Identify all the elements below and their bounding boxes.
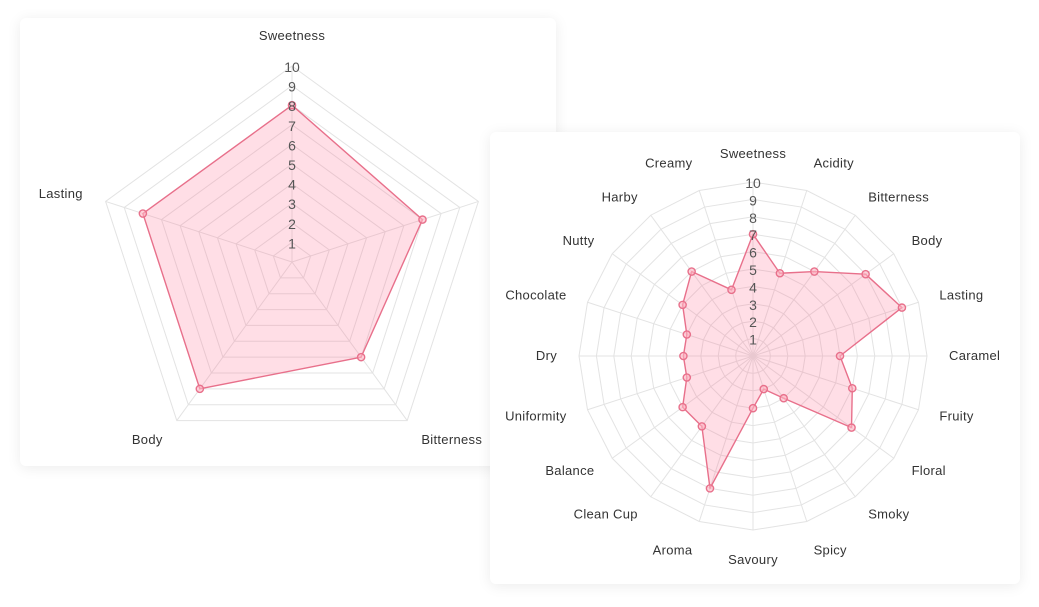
axis-label: Clean Cup <box>574 507 638 522</box>
radar-chart-2: 1 23 456 78 910 Sweetness Acidity Bitterness Bod… <box>505 146 1000 567</box>
spoke-line <box>698 190 754 357</box>
data-point[interactable] <box>759 384 769 394</box>
grid-ring <box>179 143 405 358</box>
axis-label: Uniformity <box>505 409 567 424</box>
spoke-line <box>752 214 856 357</box>
axis-label: Smoky <box>868 507 909 522</box>
tick-label: 2 <box>288 216 296 232</box>
spoke-line <box>650 214 754 357</box>
axis-label: Aroma <box>653 542 693 557</box>
data-point[interactable] <box>678 402 687 412</box>
spoke-line <box>587 301 754 357</box>
grid-ring <box>198 163 386 342</box>
spoke-line <box>752 355 808 522</box>
data-point[interactable] <box>195 384 205 394</box>
data-point[interactable] <box>356 352 366 362</box>
data-point[interactable] <box>897 303 907 312</box>
spoke-line <box>752 355 919 411</box>
spoke-line <box>105 200 293 263</box>
data-point[interactable] <box>682 373 692 382</box>
data-point[interactable] <box>138 209 148 218</box>
axis-label: Dry <box>536 348 557 363</box>
tick-label: 5 <box>288 157 296 173</box>
data-point[interactable] <box>748 229 758 239</box>
data-point[interactable] <box>678 300 687 310</box>
radar-chart-card-2: 1 2 3 4 5 6 7 8 9 10 Sweetness Acidity Bitterness Bod… <box>490 132 1020 584</box>
data-point[interactable] <box>861 269 870 279</box>
tick-label: 1 <box>288 235 296 251</box>
axis-label: Balance <box>545 463 594 478</box>
tick-label: 10 <box>745 175 761 191</box>
grid-ring <box>235 202 349 311</box>
data-point[interactable] <box>418 215 427 224</box>
axis-label: Fruity <box>939 409 973 424</box>
tick-label: 8 <box>288 98 296 114</box>
spoke-line <box>291 200 479 263</box>
spoke-line <box>698 355 754 522</box>
spoke-line <box>752 355 856 498</box>
axis-label: Bitterness <box>421 432 482 447</box>
data-point[interactable] <box>705 484 715 493</box>
axis-label: Savoury <box>728 552 778 567</box>
tick-label: 1 <box>749 332 757 348</box>
spoke-line <box>752 355 895 459</box>
grid-ring <box>272 241 312 279</box>
tick-label: 3 <box>288 196 296 212</box>
grid-ring <box>105 65 479 422</box>
grid-ring <box>160 124 424 374</box>
spoke-line <box>752 253 895 357</box>
data-point[interactable] <box>727 285 736 295</box>
axis-label: Creamy <box>645 156 693 171</box>
axis-label: Floral <box>912 463 946 478</box>
spoke-line <box>752 301 919 357</box>
axis-label: Spicy <box>814 542 847 557</box>
tick-label: 6 <box>288 137 296 153</box>
data-point[interactable] <box>779 393 788 403</box>
tick-label: 10 <box>284 59 300 75</box>
data-point[interactable] <box>748 403 758 413</box>
data-point[interactable] <box>847 383 857 393</box>
tick-label: 2 <box>749 314 757 330</box>
radar-chart-card-1: 1 2 3 4 5 6 7 8 9 10 Sweetness Bitterness Body Lastin… <box>20 18 556 466</box>
tick-label: 7 <box>749 227 757 243</box>
data-point[interactable] <box>697 422 707 431</box>
spoke-line <box>176 261 293 421</box>
grid-ring <box>123 84 461 406</box>
grid-ring <box>254 222 330 295</box>
tick-label: 7 <box>288 118 296 134</box>
axis-label: Caramel <box>949 348 1000 363</box>
axis-label: Body <box>132 432 163 447</box>
axis-label: Chocolate <box>505 287 566 302</box>
data-point[interactable] <box>679 351 688 361</box>
axis-label: Lasting <box>939 287 983 302</box>
data-point[interactable] <box>835 351 845 361</box>
axis-label: Harby <box>602 189 638 204</box>
radar-chart-1: 1 2 3 4 5 6 7 8 9 10 Sweetness Bitterness Body Lastin… <box>39 28 482 447</box>
tick-label: 9 <box>288 79 296 95</box>
axis-label: Lasting <box>39 186 83 201</box>
data-point[interactable] <box>682 330 692 339</box>
axis-label: Sweetness <box>720 146 786 161</box>
axis-label: Bitterness <box>868 189 929 204</box>
data-point[interactable] <box>847 423 856 432</box>
data-point[interactable] <box>287 100 297 110</box>
tick-label: 9 <box>749 192 757 208</box>
grid-ring <box>216 182 368 326</box>
axis-label: Acidity <box>814 156 855 171</box>
data-point[interactable] <box>687 267 696 276</box>
data-point[interactable] <box>810 267 819 276</box>
axis-label: Nutty <box>563 233 595 248</box>
tick-label: 8 <box>749 210 757 226</box>
data-point[interactable] <box>775 268 785 278</box>
spoke-line <box>587 355 754 411</box>
tick-label: 4 <box>288 177 296 193</box>
spoke-line <box>291 261 408 421</box>
series-area <box>142 104 424 390</box>
axis-label: Body <box>912 233 943 248</box>
tick-label: 3 <box>749 297 757 313</box>
axis-label: Sweetness <box>259 28 325 43</box>
tick-label: 6 <box>749 245 757 261</box>
tick-label: 4 <box>749 279 757 295</box>
tick-label: 5 <box>749 262 757 278</box>
